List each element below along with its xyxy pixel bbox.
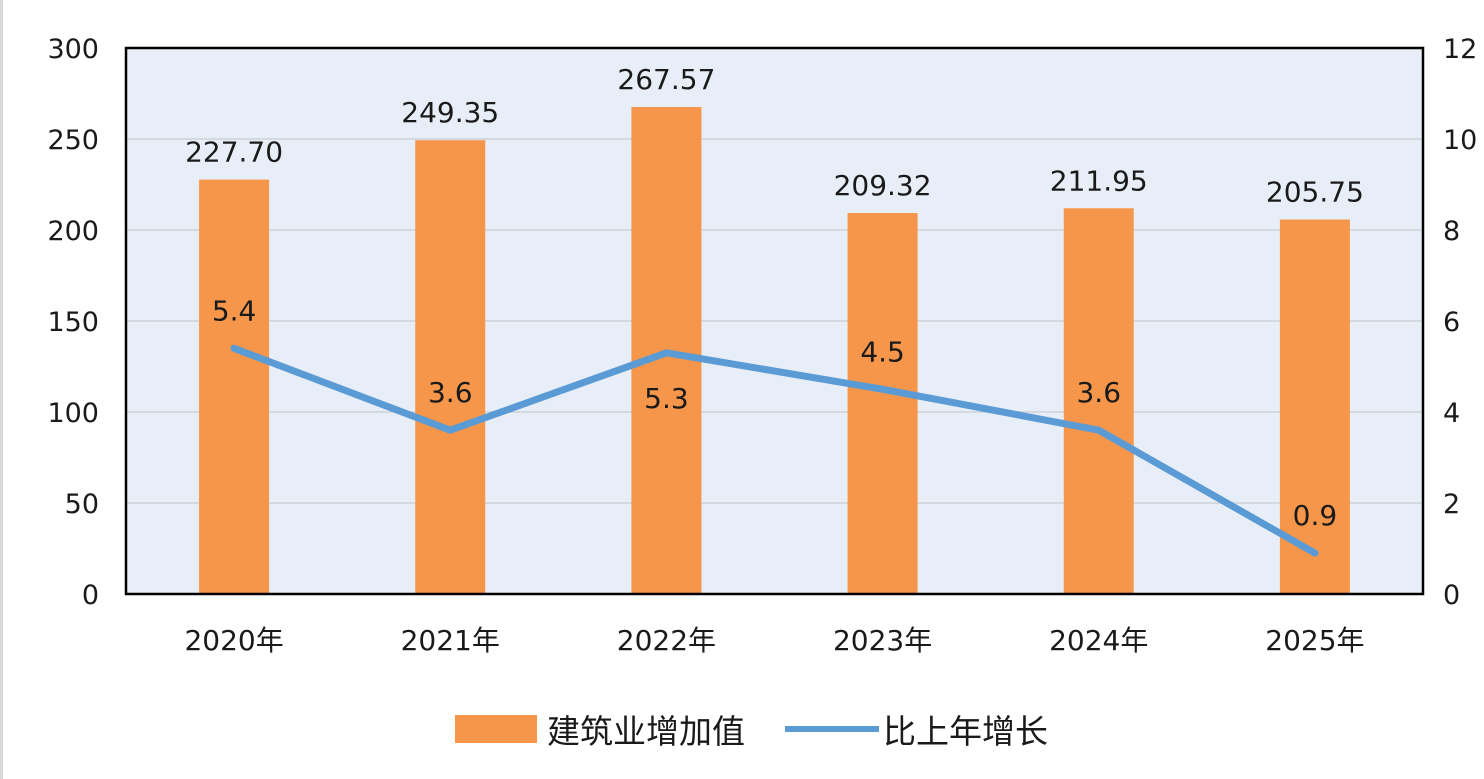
line-point <box>1095 426 1103 434</box>
line-data-label: 3.6 <box>428 376 473 409</box>
bar-data-label: 249.35 <box>401 96 499 129</box>
legend: 建筑业增加值 比上年增长 <box>455 712 1048 751</box>
line-data-label: 5.3 <box>644 382 689 415</box>
bar <box>199 179 270 594</box>
legend-bar-swatch <box>455 715 537 743</box>
bar-series <box>199 107 1350 595</box>
line-data-labels: 5.4 3.6 5.3 4.5 3.6 0.9 <box>212 294 1337 532</box>
plot-border <box>124 46 1425 596</box>
left-axis-tick-label: 300 <box>47 34 99 65</box>
left-axis-tick-label: 100 <box>47 398 99 429</box>
line-point <box>662 349 670 357</box>
right-axis-tick-label: 2 <box>1443 489 1460 520</box>
left-axis-ticks: 0 50 100 150 200 250 300 <box>47 34 99 611</box>
bar-data-label: 205.75 <box>1266 176 1364 209</box>
bar <box>415 140 486 595</box>
line-data-label: 0.9 <box>1293 499 1338 532</box>
left-axis-tick-label: 150 <box>47 307 99 338</box>
right-axis-tick-label: 6 <box>1443 307 1460 338</box>
left-axis-tick-label: 0 <box>82 580 99 611</box>
line-data-label: 4.5 <box>860 335 905 368</box>
line-data-label: 5.4 <box>212 294 257 327</box>
left-axis-tick-label: 250 <box>47 125 99 156</box>
line-point <box>879 385 887 393</box>
right-axis-tick-label: 4 <box>1443 398 1460 429</box>
bar-data-label: 227.70 <box>185 136 283 169</box>
right-axis-tick-label: 12 <box>1443 34 1477 65</box>
legend-bar-label: 建筑业增加值 <box>547 712 745 751</box>
x-axis-categories: 2020年 2021年 2022年 2023年 2024年 2025年 <box>184 624 1364 657</box>
bar-data-label: 211.95 <box>1050 164 1148 197</box>
right-axis-tick-label: 0 <box>1443 580 1460 611</box>
gridlines <box>126 138 1423 504</box>
bar-data-labels: 227.70 249.35 267.57 209.32 211.95 205.75 <box>185 63 1364 209</box>
right-axis-ticks: 0 2 4 6 8 10 12 <box>1443 34 1477 611</box>
line-point <box>1311 549 1319 557</box>
bar-data-label: 209.32 <box>834 169 932 202</box>
right-axis-tick-label: 8 <box>1443 216 1460 247</box>
line-point <box>446 426 454 434</box>
x-axis-category-label: 2024年 <box>1049 624 1148 657</box>
line-point <box>230 344 238 352</box>
bar <box>1279 219 1350 594</box>
x-axis-category-label: 2021年 <box>401 624 500 657</box>
x-axis-category-label: 2023年 <box>833 624 932 657</box>
left-axis-tick-label: 200 <box>47 216 99 247</box>
x-axis-category-label: 2022年 <box>617 624 716 657</box>
line-path <box>230 344 1319 557</box>
bar <box>847 213 918 594</box>
x-axis-category-label: 2020年 <box>184 624 283 657</box>
bar-data-label: 267.57 <box>617 63 715 96</box>
left-axis-tick-label: 50 <box>65 489 99 520</box>
x-axis-category-label: 2025年 <box>1265 624 1364 657</box>
legend-line-label: 比上年增长 <box>883 712 1048 751</box>
right-axis-tick-label: 10 <box>1443 125 1477 156</box>
line-data-label: 3.6 <box>1076 376 1121 409</box>
bar <box>1063 208 1134 594</box>
line-series <box>230 344 1319 557</box>
